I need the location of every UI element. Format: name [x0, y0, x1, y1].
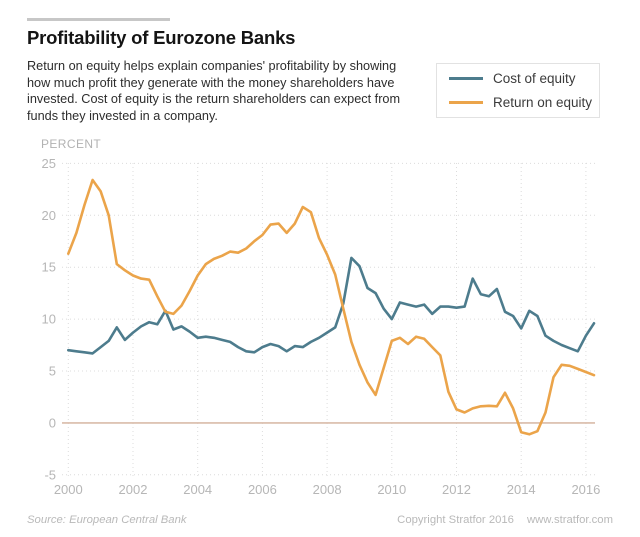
y-tick-label: 20: [42, 208, 56, 223]
footer-right: Copyright Stratfor 2016 www.stratfor.com: [397, 514, 613, 526]
return-on-equity-swatch: [449, 101, 483, 104]
legend-label: Cost of equity: [493, 71, 576, 86]
y-tick-label: 15: [42, 260, 56, 275]
cost-of-equity-line: [67, 256, 596, 355]
x-tick-label: 2014: [507, 482, 536, 497]
cost-of-equity-swatch: [449, 77, 483, 80]
x-axis-labels: 2000 2002 2004 2006 2008 2010 2012 2014 2016: [54, 482, 601, 497]
x-tick-label: 2010: [377, 482, 406, 497]
x-tick-label: 2012: [442, 482, 471, 497]
legend-item-cost-of-equity: Cost of equity: [449, 71, 599, 86]
source-attribution: Source: European Central Bank: [27, 514, 187, 526]
y-tick-label: -5: [44, 467, 56, 482]
gridlines: [62, 162, 595, 478]
description-line: how much profit they generate with the m…: [27, 75, 395, 90]
legend-label: Return on equity: [493, 95, 593, 110]
chart-description: Return on equity helps explain companies…: [27, 58, 447, 124]
return-on-equity-line: [67, 178, 596, 436]
y-tick-label: 10: [42, 312, 56, 327]
copyright-text: Copyright Stratfor 2016: [397, 514, 514, 526]
x-tick-label: 2004: [183, 482, 212, 497]
description-line: Return on equity helps explain companies…: [27, 59, 397, 73]
legend-item-return-on-equity: Return on equity: [449, 95, 599, 110]
y-tick-label: 25: [42, 156, 56, 171]
y-axis-unit-label: PERCENT: [41, 137, 102, 151]
x-tick-label: 2008: [313, 482, 342, 497]
x-tick-label: 2000: [54, 482, 83, 497]
x-tick-label: 2016: [571, 482, 600, 497]
x-tick-label: 2006: [248, 482, 277, 497]
website-link: www.stratfor.com: [526, 514, 613, 526]
description-line: funds they invested in a company.: [27, 108, 218, 123]
accent-bar: [27, 18, 170, 21]
description-line: invested. Cost of equity is the return s…: [27, 92, 401, 106]
chart-legend: Cost of equity Return on equity: [436, 63, 600, 118]
x-tick-label: 2002: [119, 482, 148, 497]
y-tick-label: 0: [49, 415, 56, 430]
y-axis-labels: -5 0 5 10 15 20 25: [42, 156, 56, 482]
page-title: Profitability of Eurozone Banks: [27, 27, 296, 48]
y-tick-label: 5: [49, 364, 56, 379]
